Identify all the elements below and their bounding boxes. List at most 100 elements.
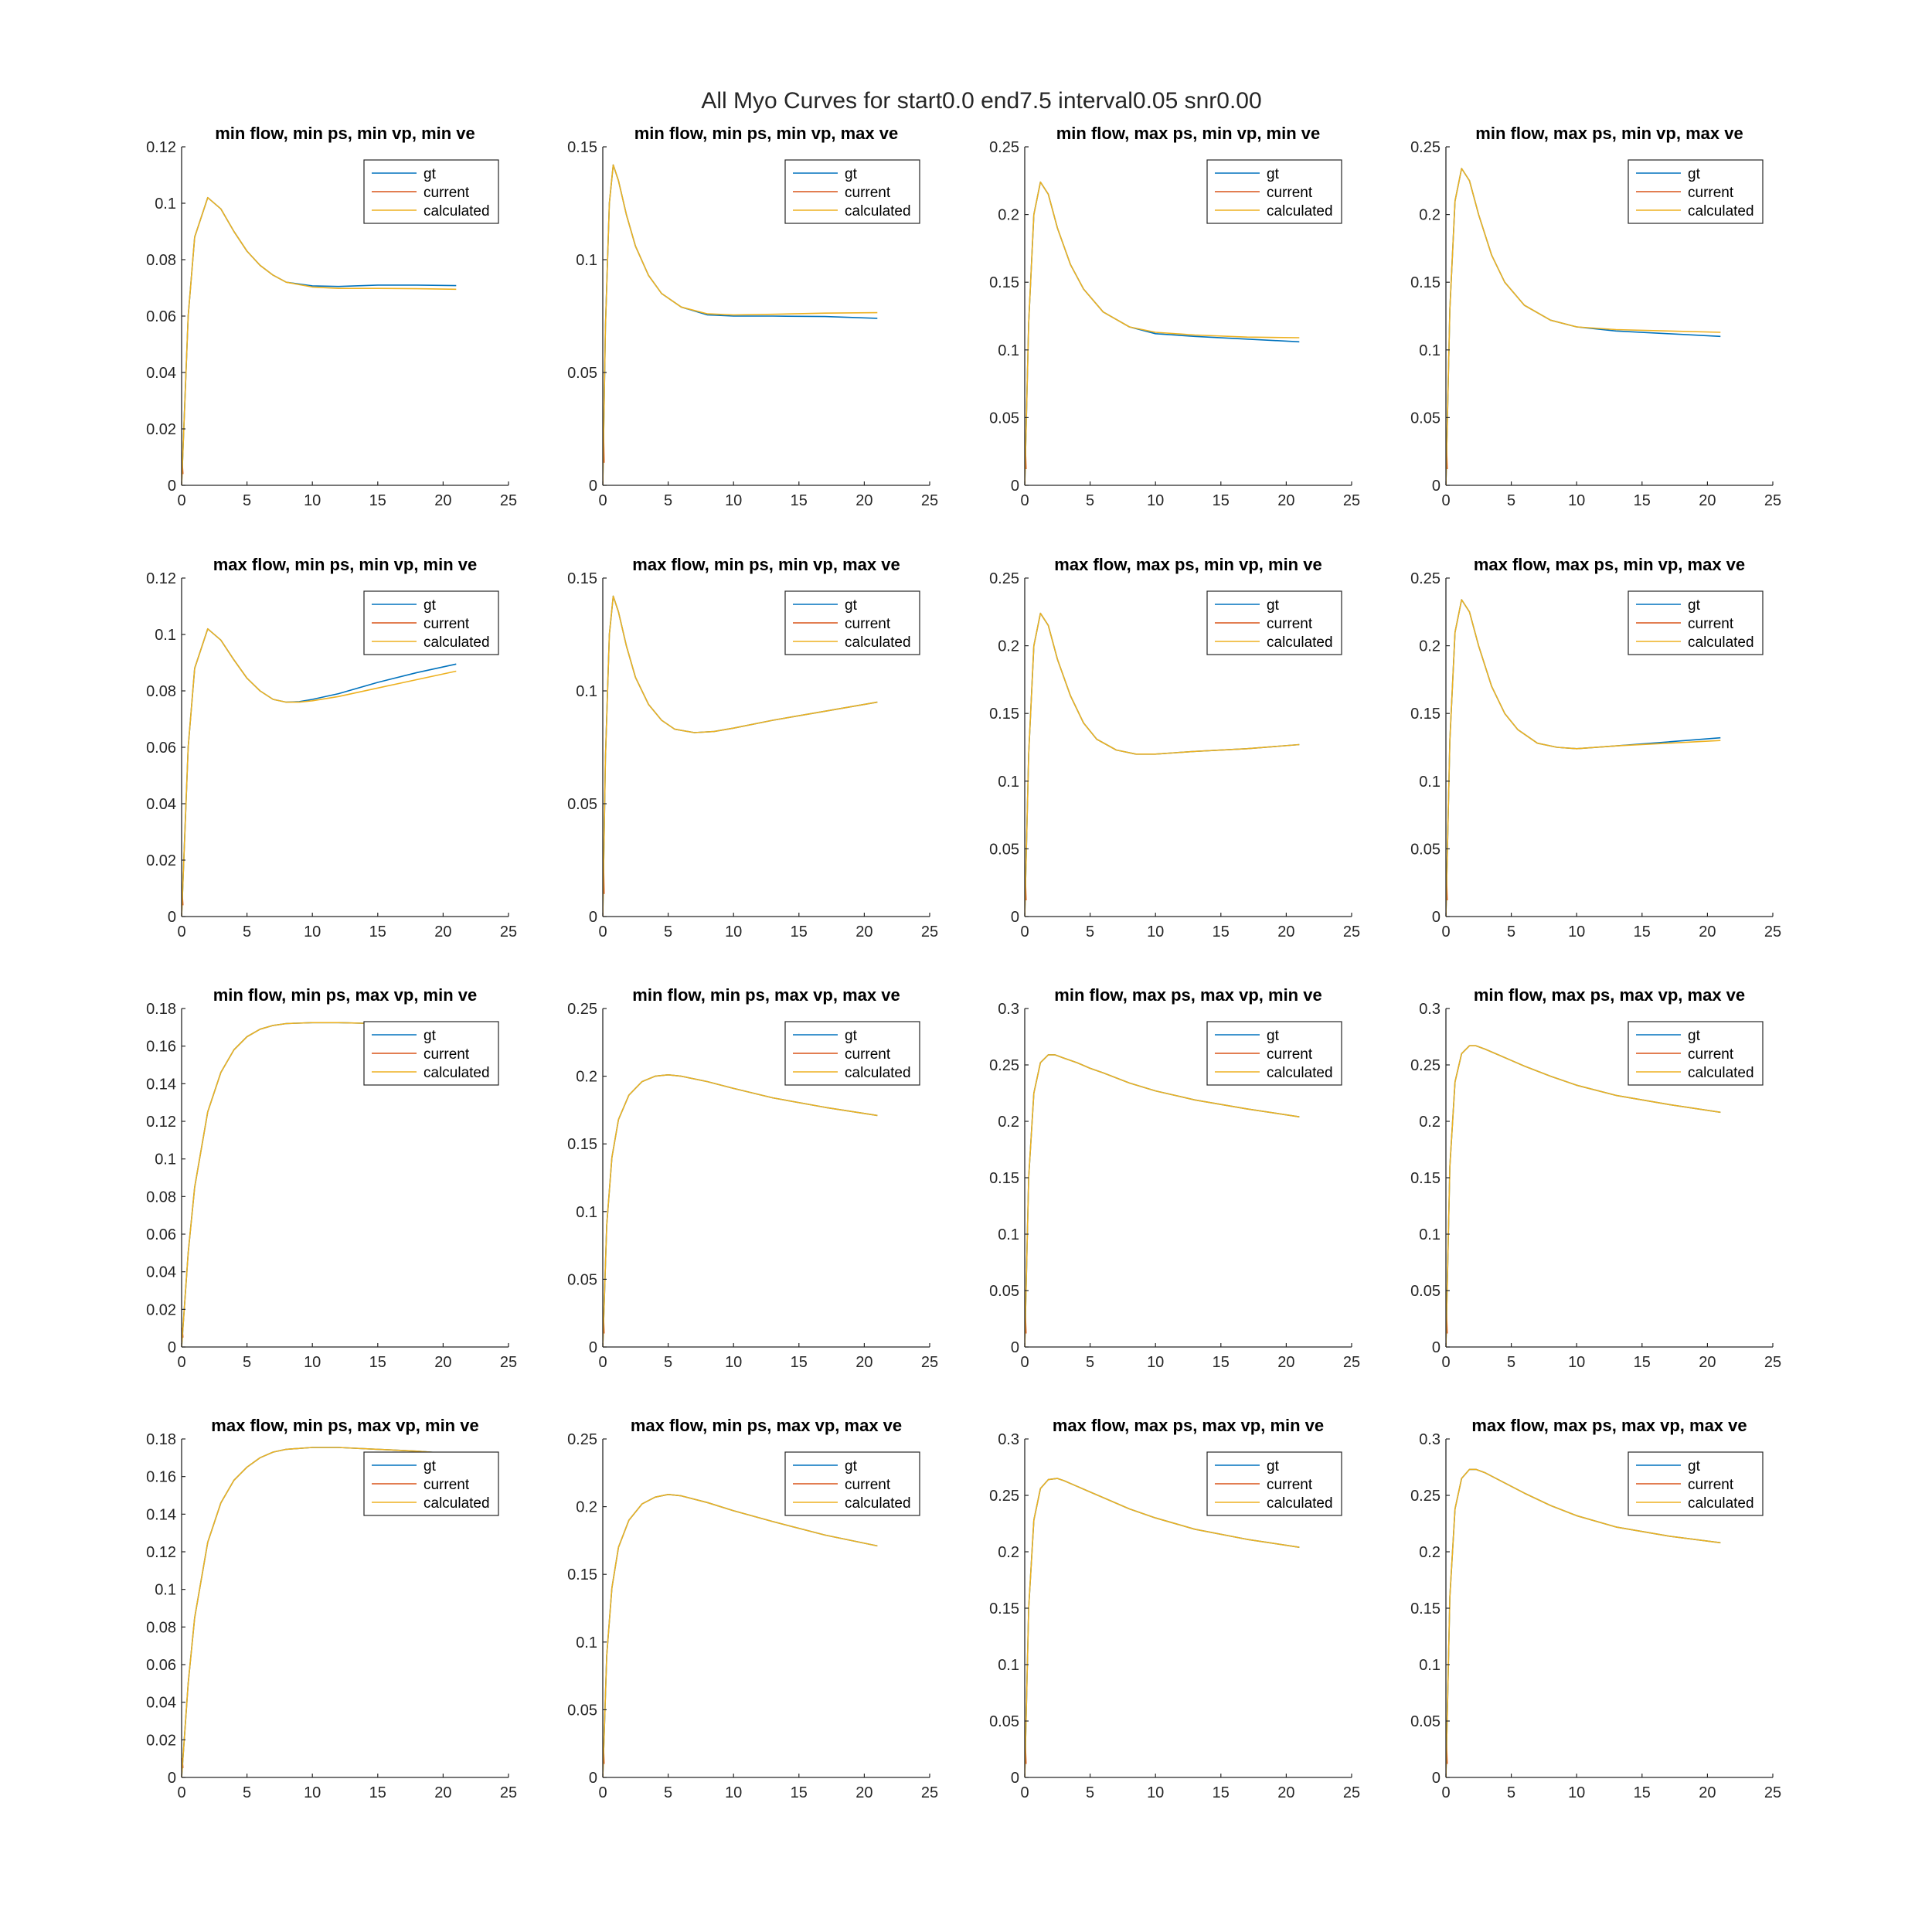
subplot-10: min flow, min ps, max vp, max ve 0 5 10 15 20… [567,985,938,1371]
y-tick-label: 0.12 [146,1114,176,1131]
x-tick-label: 25 [500,1784,517,1801]
legend: gt current calculated [784,590,920,655]
y-tick-label: 0.12 [146,139,176,156]
y-tick-label: 0.04 [146,1695,176,1712]
y-tick-label: 0.3 [998,1431,1019,1448]
x-tick-label: 15 [791,1784,808,1801]
series-line-calculated [182,628,457,917]
y-tick-label: 0.1 [1419,1657,1440,1674]
legend-label: gt [845,597,858,614]
x-tick-label: 20 [434,923,451,940]
series-line-calculated [1025,1478,1300,1777]
subplot-title: min flow, max ps, min vp, min ve [1056,124,1320,143]
legend-label: current [845,185,891,201]
x-tick-label: 20 [1277,923,1294,940]
subplot-1: min flow, min ps, min vp, min ve 0 5 10 15 20… [146,124,517,509]
y-tick-label: 0.1 [155,1582,176,1599]
y-tick-label: 0.08 [146,252,176,269]
y-tick-label: 0.1 [155,1151,176,1168]
legend: gt current calculated [1206,159,1342,224]
y-tick-label: 0.2 [998,207,1019,224]
legend-label: current [1267,185,1313,201]
y-tick-label: 0.2 [1419,638,1440,655]
x-tick-label: 20 [1277,1354,1294,1371]
legend-label: current [1688,616,1734,632]
series-line-gt [1025,612,1300,917]
x-tick-label: 25 [1764,923,1781,940]
y-tick-label: 0.16 [146,1039,176,1056]
x-tick-label: 10 [1147,1354,1164,1371]
x-tick-label: 0 [598,1784,607,1801]
y-tick-label: 0.25 [989,570,1019,587]
subplot-title: min flow, max ps, min vp, max ve [1475,124,1743,143]
x-tick-label: 0 [1441,923,1450,940]
subplot-title: min flow, min ps, min vp, min ve [215,124,475,143]
y-tick-label: 0.05 [1410,841,1440,858]
y-tick-label: 0.15 [989,706,1019,723]
subplot-15: max flow, max ps, max vp, min ve 0 5 10 15 20… [989,1416,1360,1801]
series-line-gt [603,1074,878,1347]
legend-label: gt [423,1458,437,1475]
x-tick-label: 15 [1213,492,1230,509]
x-tick-label: 0 [598,923,607,940]
legend-label: current [423,185,470,201]
legend-label: current [423,616,470,632]
x-tick-label: 0 [1020,1784,1029,1801]
y-tick-label: 0 [589,1770,597,1787]
y-tick-label: 0.3 [998,1001,1019,1018]
series-line-gt [1025,181,1300,485]
y-tick-label: 0.14 [146,1506,176,1523]
y-tick-label: 0.16 [146,1469,176,1486]
y-tick-label: 0.15 [989,274,1019,291]
x-tick-label: 5 [1507,1354,1515,1371]
x-tick-label: 15 [1634,1354,1651,1371]
y-tick-label: 0 [589,909,597,926]
y-tick-label: 0.1 [576,1634,597,1651]
legend: gt current calculated [1628,1451,1764,1516]
y-tick-label: 0.18 [146,1001,176,1018]
subplot-title: max flow, max ps, min vp, max ve [1474,555,1745,574]
y-tick-label: 0.08 [146,683,176,700]
legend-label: calculated [1688,1495,1754,1512]
y-tick-label: 0.2 [1419,1114,1440,1131]
x-tick-label: 0 [177,1784,185,1801]
x-tick-label: 15 [791,492,808,509]
x-tick-label: 0 [1020,923,1029,940]
y-tick-label: 0.15 [567,139,597,156]
x-tick-label: 0 [1441,1354,1450,1371]
plot-area [1025,612,1300,917]
legend-label: current [1688,1477,1734,1493]
y-tick-label: 0.06 [146,308,176,325]
y-tick-label: 0.15 [1410,706,1440,723]
legend: gt current calculated [1628,590,1764,655]
subplot-9: min flow, min ps, max vp, min ve 0 5 10 15 20… [146,985,517,1371]
legend-label: current [423,1046,470,1063]
subplot-7: max flow, max ps, min vp, min ve 0 5 10 15 20… [989,555,1360,940]
legend-label: calculated [845,203,911,219]
series-line-calculated [603,595,878,917]
y-tick-label: 0.1 [576,683,597,700]
y-tick-label: 0.25 [989,139,1019,156]
y-tick-label: 0.15 [989,1600,1019,1617]
y-tick-label: 0.15 [1410,274,1440,291]
x-tick-label: 10 [1147,1784,1164,1801]
y-tick-label: 0.05 [989,841,1019,858]
plot-area [182,628,457,917]
y-tick-label: 0.1 [998,342,1019,359]
y-tick-label: 0.05 [1410,410,1440,427]
series-line-calculated [1446,1468,1721,1777]
y-tick-label: 0 [589,478,597,495]
x-tick-label: 0 [598,1354,607,1371]
plot-area [1025,1054,1300,1347]
x-tick-label: 25 [921,923,938,940]
x-tick-label: 15 [1634,1784,1651,1801]
legend-label: current [845,616,891,632]
x-tick-label: 25 [1764,1784,1781,1801]
x-tick-label: 25 [500,1354,517,1371]
x-tick-label: 25 [921,1354,938,1371]
legend: gt current calculated [1206,1451,1342,1516]
x-tick-label: 5 [243,1354,251,1371]
series-line-calculated [1446,1045,1721,1347]
legend-label: gt [1267,1028,1280,1044]
x-tick-label: 25 [921,492,938,509]
